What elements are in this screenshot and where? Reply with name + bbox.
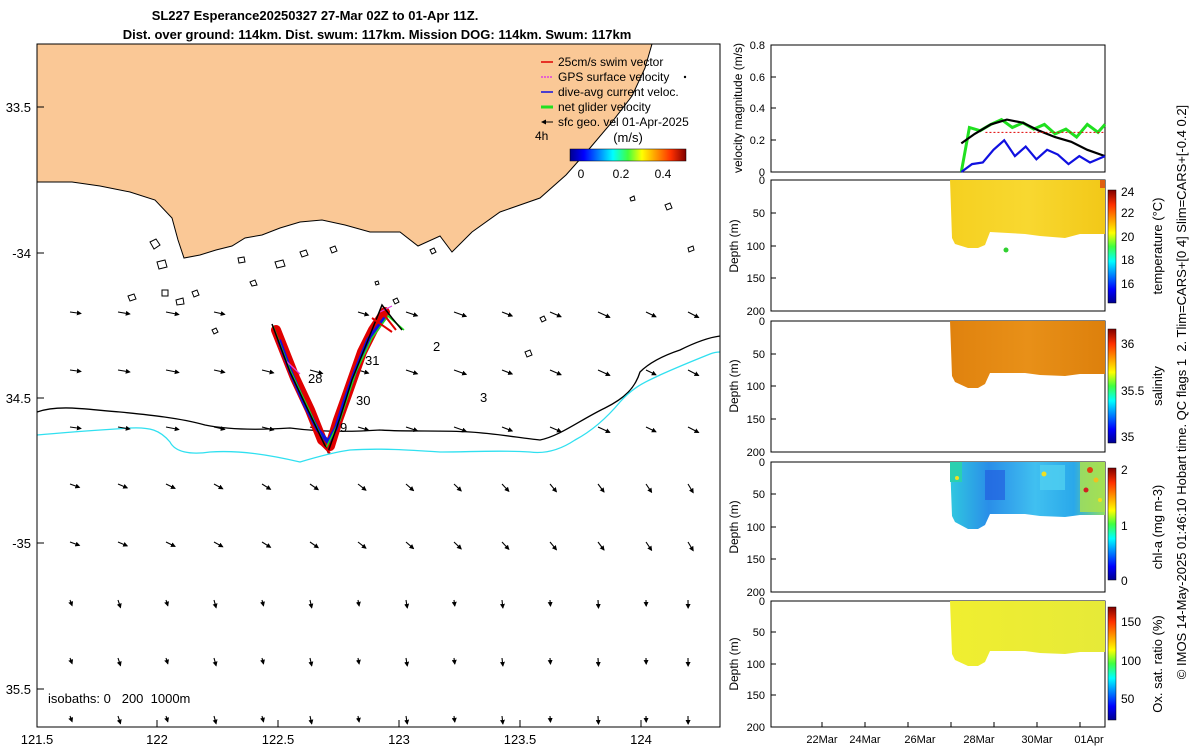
chl-depth-150: 150 — [747, 554, 765, 566]
sal-depth-0: 0 — [759, 316, 765, 328]
geo-velocity-arrow — [598, 658, 599, 666]
lon-tick-122: 122 — [146, 732, 168, 747]
temp-depth-0: 0 — [759, 175, 765, 187]
temp-depth-50: 50 — [753, 208, 765, 220]
geo-velocity-arrow — [550, 658, 551, 664]
temp-depth-label: Depth (m) — [727, 219, 741, 272]
lat-tick-33-5: 33.5 — [6, 100, 31, 115]
date-tick-30mar: 30Mar — [1021, 734, 1053, 746]
day-label-9: 9 — [340, 420, 347, 435]
legend-net-velocity: net glider velocity — [558, 100, 651, 114]
sal-depth-100: 100 — [747, 381, 765, 393]
day-label-2: 2 — [433, 339, 440, 354]
sal-cbar-35-5: 35.5 — [1121, 384, 1145, 398]
geo-velocity-arrow — [550, 600, 551, 606]
vel-tick-06: 0.6 — [750, 72, 765, 84]
sal-depth-150: 150 — [747, 414, 765, 426]
colorbar-tick-04: 0.4 — [655, 167, 672, 181]
sal-depth-label: Depth (m) — [727, 359, 741, 412]
velocity-panel: 0 0.2 0.4 0.6 0.8 velocity magnitude (m/… — [731, 40, 1105, 179]
geo-velocity-arrow — [598, 600, 599, 608]
vel-tick-04: 0.4 — [750, 103, 765, 115]
legend-4h: 4h — [535, 129, 548, 143]
chla-panel: 0 50 100 150 200 Depth (m) 2 1 0 chl-a (… — [727, 457, 1165, 599]
temp-cbar-18: 18 — [1121, 253, 1135, 267]
lon-tick-124: 124 — [630, 732, 652, 747]
sal-depth-50: 50 — [753, 349, 765, 361]
map-panel: 28 30 31 2 3 9 25cm/s swim vector GPS su… — [6, 44, 720, 747]
date-tick-01apr: 01Apr — [1074, 734, 1104, 746]
temp-cbar-label: temperature (°C) — [1150, 198, 1165, 295]
legend-dive-avg: dive-avg current veloc. — [558, 85, 679, 99]
chl-depth-0: 0 — [759, 457, 765, 469]
sal-cbar-35: 35 — [1121, 430, 1135, 444]
oxygen-colorbar — [1108, 607, 1116, 720]
title-line-2: Dist. over ground: 114km. Dist. swum: 11… — [123, 27, 632, 42]
speed-colorbar — [570, 149, 686, 161]
vel-tick-08: 0.8 — [750, 40, 765, 52]
lon-tick-123-5: 123.5 — [504, 732, 537, 747]
day-label-30: 30 — [356, 393, 370, 408]
chl-cbar-0: 0 — [1121, 574, 1128, 588]
day-label-3: 3 — [480, 390, 487, 405]
legend-sfc-geo: sfc geo. vel 01-Apr-2025 — [558, 115, 689, 129]
temp-depth-150: 150 — [747, 273, 765, 285]
salinity-panel: 0 50 100 150 200 Depth (m) 36 35.5 35 sa… — [727, 316, 1165, 459]
chl-depth-100: 100 — [747, 522, 765, 534]
temp-cbar-20: 20 — [1121, 230, 1135, 244]
title-line-1: SL227 Esperance20250327 27-Mar 02Z to 01… — [152, 8, 479, 23]
ox-depth-100: 100 — [747, 659, 765, 671]
lat-tick-35-5: 35.5 — [6, 682, 31, 697]
oxygen-panel: 0 50 100 150 200 Depth (m) 150 100 50 Ox… — [727, 596, 1165, 746]
chl-cbar-label: chl-a (mg m-3) — [1150, 485, 1165, 570]
lon-tick-123: 123 — [388, 732, 410, 747]
sal-cbar-label: salinity — [1150, 366, 1165, 406]
ox-cbar-50: 50 — [1121, 692, 1135, 706]
ox-cbar-100: 100 — [1121, 654, 1141, 668]
side-note: © IMOS 14-May-2025 01:46:10 Hobart time.… — [1174, 105, 1189, 679]
chl-cbar-2: 2 — [1121, 463, 1128, 477]
vel-tick-02: 0.2 — [750, 135, 765, 147]
temperature-panel: 0 50 100 150 200 Depth (m) 24 22 20 18 1… — [727, 175, 1165, 318]
ox-cbar-150: 150 — [1121, 615, 1141, 629]
temp-cbar-22: 22 — [1121, 206, 1135, 220]
lat-tick-34: -34 — [12, 246, 31, 261]
lat-tick-34-5: 34.5 — [6, 391, 31, 406]
date-tick-26mar: 26Mar — [904, 734, 936, 746]
colorbar-tick-0: 0 — [578, 167, 585, 181]
chla-colorbar — [1108, 468, 1116, 580]
geo-velocity-arrow — [550, 716, 551, 722]
chl-depth-50: 50 — [753, 489, 765, 501]
lat-tick-35: -35 — [12, 536, 31, 551]
temp-depth-100: 100 — [747, 241, 765, 253]
chl-depth-label: Depth (m) — [727, 500, 741, 553]
chl-cbar-1: 1 — [1121, 519, 1128, 533]
ox-cbar-label: Ox. sat. ratio (%) — [1150, 615, 1165, 713]
velocity-ylabel: velocity magnitude (m/s) — [731, 43, 745, 173]
salinity-colorbar — [1108, 329, 1116, 443]
temperature-colorbar — [1108, 190, 1116, 303]
day-label-31: 31 — [365, 353, 379, 368]
legend-gps-velocity: GPS surface velocity — [558, 70, 669, 84]
geo-velocity-arrow — [598, 716, 599, 724]
ox-depth-200: 200 — [747, 722, 765, 734]
date-tick-24mar: 24Mar — [849, 734, 881, 746]
ox-depth-50: 50 — [753, 627, 765, 639]
sal-cbar-36: 36 — [1121, 337, 1135, 351]
lon-tick-122-5: 122.5 — [262, 732, 295, 747]
day-label-28: 28 — [308, 371, 322, 386]
isobath-caption: isobaths: 0 200 1000m — [48, 691, 190, 706]
colorbar-tick-02: 0.2 — [613, 167, 630, 181]
ox-depth-label: Depth (m) — [727, 637, 741, 690]
lon-tick-121-5: 121.5 — [21, 732, 54, 747]
date-tick-28mar: 28Mar — [963, 734, 995, 746]
ox-depth-150: 150 — [747, 690, 765, 702]
colorbar-title: (m/s) — [613, 130, 643, 145]
legend-swim-vector: 25cm/s swim vector — [558, 55, 663, 69]
temp-cbar-16: 16 — [1121, 277, 1135, 291]
ox-depth-0: 0 — [759, 596, 765, 608]
date-tick-22mar: 22Mar — [806, 734, 838, 746]
temp-cbar-24: 24 — [1121, 185, 1135, 199]
